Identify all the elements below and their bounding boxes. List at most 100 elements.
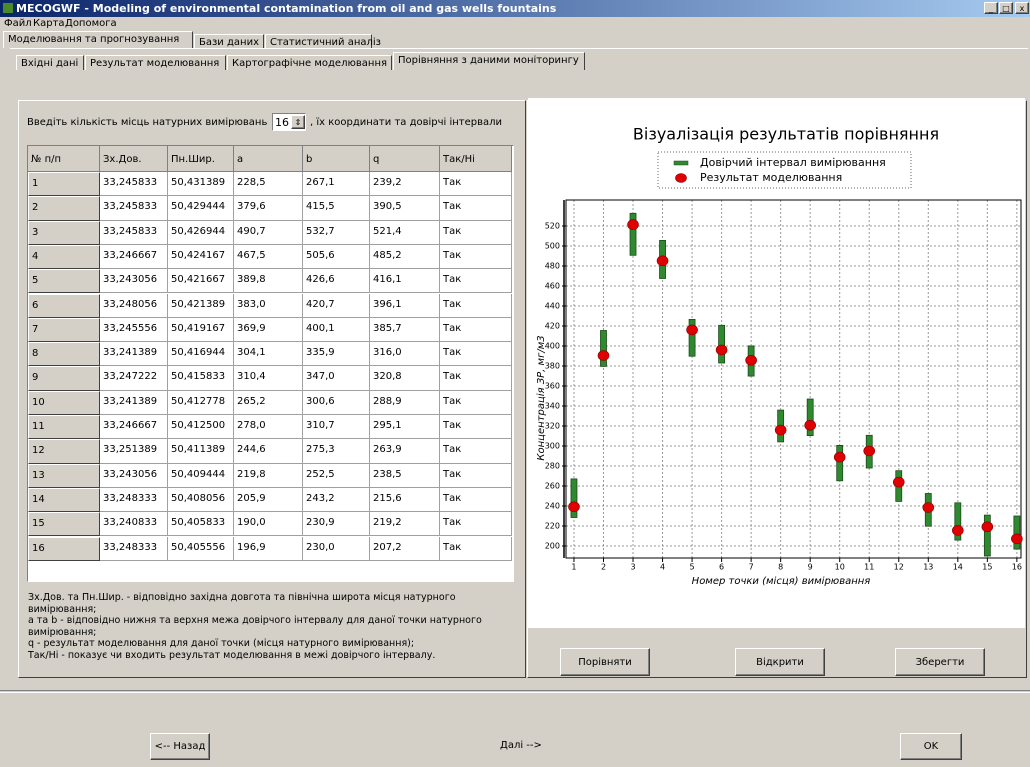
table-cell[interactable]: 33,246667: [100, 415, 168, 440]
table-cell[interactable]: 205,9: [234, 487, 303, 513]
table-cell[interactable]: 396,1: [370, 293, 440, 318]
table-cell[interactable]: 33,243056: [100, 269, 168, 294]
table-cell[interactable]: Так: [440, 463, 512, 488]
subtab[interactable]: Порівняння з даними моніторингу: [393, 52, 585, 70]
subtab[interactable]: Вхідні дані: [16, 55, 84, 70]
table-cell[interactable]: Так: [440, 293, 512, 318]
row-header[interactable]: 16: [28, 536, 100, 561]
table-cell[interactable]: 267,1: [303, 172, 370, 197]
table-cell[interactable]: Так: [440, 220, 512, 245]
nav-button[interactable]: Далі -->: [500, 740, 542, 751]
table-cell[interactable]: 33,241389: [100, 342, 168, 367]
row-header[interactable]: 1: [28, 172, 100, 197]
table-cell[interactable]: Так: [440, 366, 512, 391]
nav-button[interactable]: <-- Назад: [150, 733, 210, 760]
table-cell[interactable]: 219,8: [234, 463, 303, 488]
table-cell[interactable]: 33,245833: [100, 172, 168, 197]
maximize-button[interactable]: □: [999, 2, 1013, 14]
table-cell[interactable]: 50,431389: [168, 172, 234, 197]
table-cell[interactable]: 50,419167: [168, 317, 234, 343]
table-cell[interactable]: 33,248056: [100, 293, 168, 318]
table-cell[interactable]: 207,2: [370, 536, 440, 561]
row-header[interactable]: 9: [28, 366, 100, 391]
table-cell[interactable]: 50,409444: [168, 463, 234, 488]
button[interactable]: Відкрити: [735, 648, 825, 676]
tab[interactable]: Моделювання та прогнозування: [3, 31, 193, 48]
table-cell[interactable]: 196,9: [234, 536, 303, 561]
nav-button[interactable]: OK: [900, 733, 962, 760]
table-cell[interactable]: Так: [440, 269, 512, 294]
table-cell[interactable]: 383,0: [234, 293, 303, 318]
table-cell[interactable]: 389,8: [234, 269, 303, 294]
table-cell[interactable]: 33,240833: [100, 512, 168, 537]
table-cell[interactable]: 230,9: [303, 512, 370, 537]
subtab[interactable]: Картографічне моделювання: [227, 55, 392, 70]
table-cell[interactable]: 532,7: [303, 220, 370, 245]
table-cell[interactable]: 50,421389: [168, 293, 234, 318]
table-cell[interactable]: 33,243056: [100, 463, 168, 488]
table-cell[interactable]: 33,241389: [100, 390, 168, 415]
table-cell[interactable]: 228,5: [234, 172, 303, 197]
table-cell[interactable]: 252,5: [303, 463, 370, 488]
table-cell[interactable]: 33,245833: [100, 196, 168, 221]
row-header[interactable]: 15: [28, 512, 100, 537]
tab[interactable]: Статистичний аналіз: [265, 34, 381, 48]
table-cell[interactable]: Так: [440, 487, 512, 513]
table-cell[interactable]: 278,0: [234, 415, 303, 440]
button[interactable]: Зберегти: [895, 648, 985, 676]
table-cell[interactable]: 33,247222: [100, 366, 168, 391]
table-cell[interactable]: Так: [440, 415, 512, 440]
table-cell[interactable]: 310,4: [234, 366, 303, 391]
close-button[interactable]: x: [1015, 2, 1029, 14]
row-header[interactable]: 11: [28, 415, 100, 440]
table-cell[interactable]: 50,426944: [168, 220, 234, 245]
table-cell[interactable]: 238,5: [370, 463, 440, 488]
table-cell[interactable]: 275,3: [303, 439, 370, 464]
table-cell[interactable]: 426,6: [303, 269, 370, 294]
table-cell[interactable]: 390,5: [370, 196, 440, 221]
menu-item[interactable]: Файл: [4, 18, 32, 29]
table-cell[interactable]: 415,5: [303, 196, 370, 221]
row-header[interactable]: 6: [28, 293, 100, 318]
table-cell[interactable]: 288,9: [370, 390, 440, 415]
table-cell[interactable]: 50,411389: [168, 439, 234, 464]
table-cell[interactable]: 505,6: [303, 244, 370, 270]
table-cell[interactable]: 320,8: [370, 366, 440, 391]
table-cell[interactable]: 385,7: [370, 317, 440, 343]
menu-item[interactable]: Карта: [33, 18, 65, 29]
table-cell[interactable]: 215,6: [370, 487, 440, 513]
tab[interactable]: Бази даних: [194, 34, 264, 48]
count-spinner[interactable]: 16 ⇕: [272, 113, 306, 131]
table-cell[interactable]: Так: [440, 512, 512, 537]
table-cell[interactable]: 219,2: [370, 512, 440, 537]
table-cell[interactable]: Так: [440, 317, 512, 343]
table-cell[interactable]: 263,9: [370, 439, 440, 464]
table-cell[interactable]: 230,0: [303, 536, 370, 561]
table-cell[interactable]: 335,9: [303, 342, 370, 367]
row-header[interactable]: 2: [28, 196, 100, 221]
table-cell[interactable]: 33,245833: [100, 220, 168, 245]
table-cell[interactable]: 490,7: [234, 220, 303, 245]
table-cell[interactable]: 416,1: [370, 269, 440, 294]
table-cell[interactable]: Так: [440, 244, 512, 270]
menu-item[interactable]: Допомога: [65, 18, 117, 29]
row-header[interactable]: 7: [28, 317, 100, 343]
table-cell[interactable]: 33,248333: [100, 487, 168, 513]
table-cell[interactable]: 347,0: [303, 366, 370, 391]
table-cell[interactable]: 300,6: [303, 390, 370, 415]
row-header[interactable]: 3: [28, 220, 100, 245]
table-cell[interactable]: 33,245556: [100, 317, 168, 343]
spin-button[interactable]: ⇕: [291, 115, 305, 129]
table-cell[interactable]: Так: [440, 196, 512, 221]
table-cell[interactable]: 304,1: [234, 342, 303, 367]
table-cell[interactable]: 50,424167: [168, 244, 234, 270]
row-header[interactable]: 5: [28, 269, 100, 294]
table-cell[interactable]: 50,416944: [168, 342, 234, 367]
button[interactable]: Порівняти: [560, 648, 650, 676]
table-cell[interactable]: 310,7: [303, 415, 370, 440]
row-header[interactable]: 14: [28, 487, 100, 513]
row-header[interactable]: 13: [28, 463, 100, 488]
table-cell[interactable]: 50,429444: [168, 196, 234, 221]
table-cell[interactable]: 467,5: [234, 244, 303, 270]
table-cell[interactable]: 420,7: [303, 293, 370, 318]
